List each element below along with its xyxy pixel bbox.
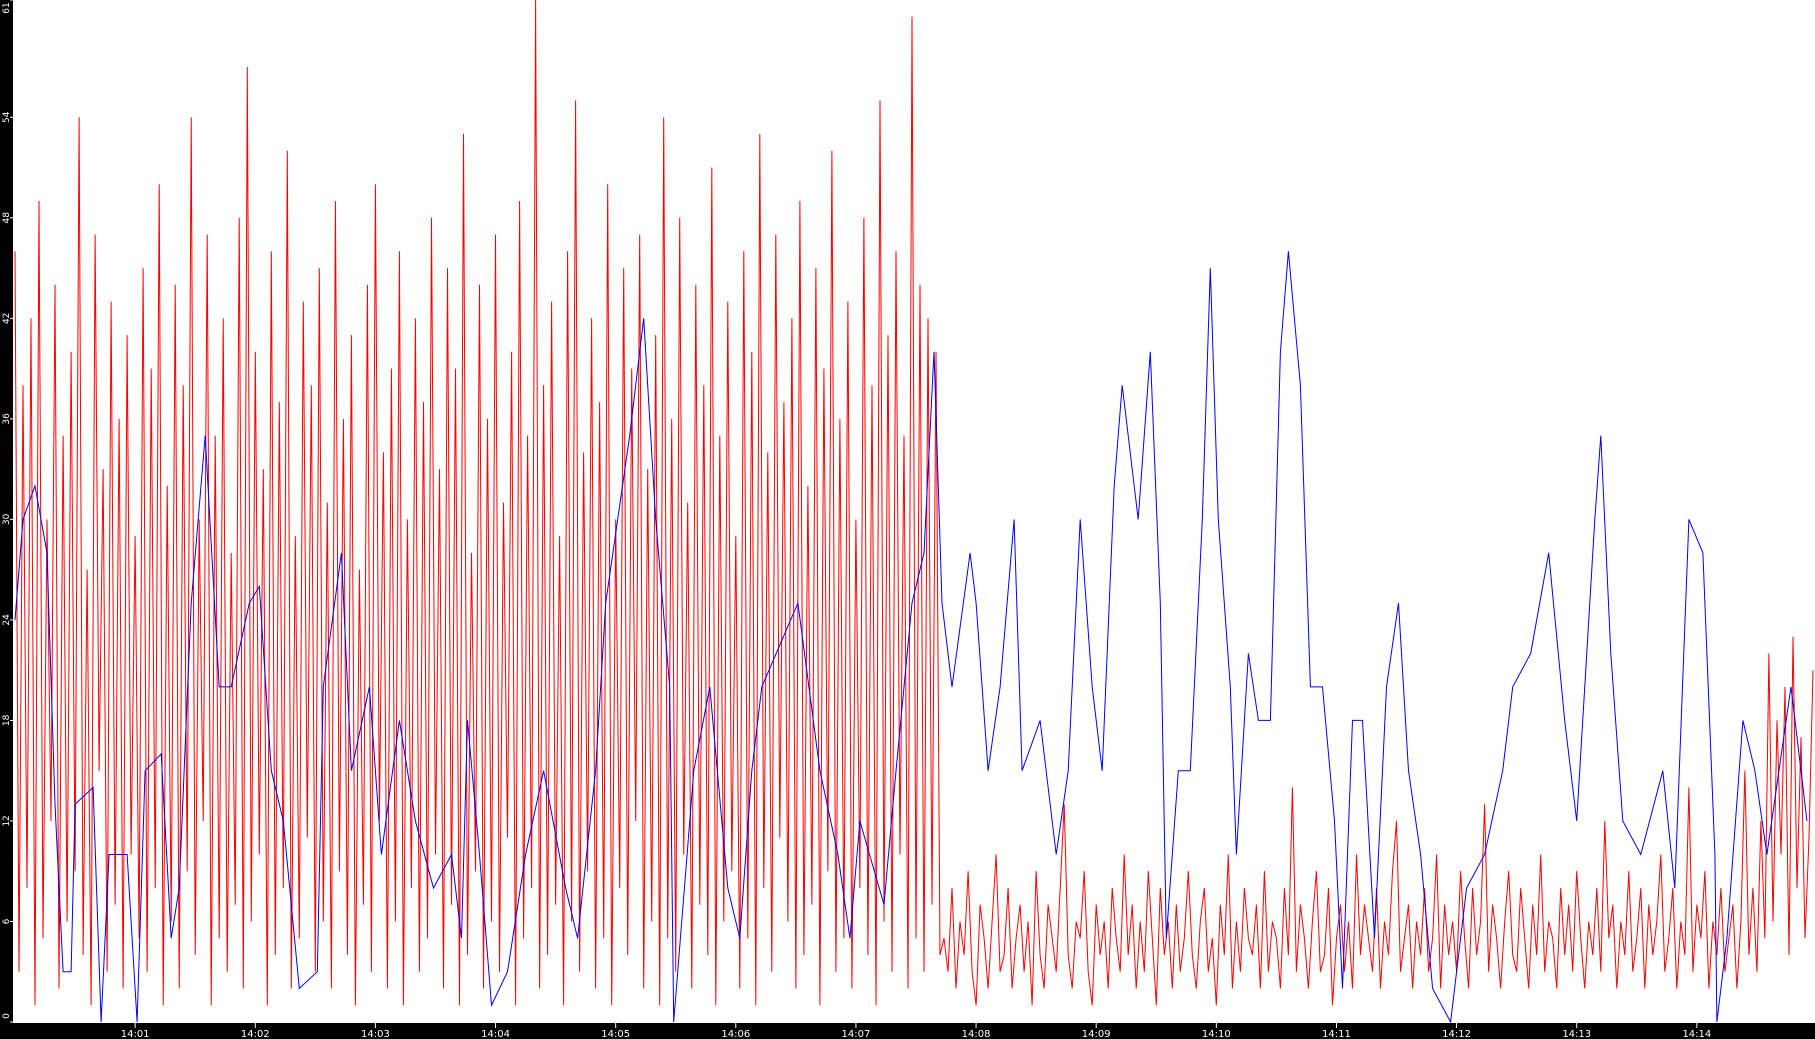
y-tick-label: 61 bbox=[2, 2, 12, 13]
x-tick-label: 14:09 bbox=[1082, 1029, 1111, 1039]
x-tick-label: 14:14 bbox=[1682, 1029, 1711, 1039]
x-tick-label: 14:10 bbox=[1202, 1029, 1231, 1039]
y-tick-label: 54 bbox=[2, 111, 12, 123]
y-axis: 0 6 12 18 24 30 36 42 48 54 61 bbox=[2, 0, 13, 1023]
x-axis: 14:01 14:02 14:03 14:04 14:05 14:06 14:07 14:08… bbox=[121, 1023, 1711, 1039]
x-tick-label: 14:07 bbox=[842, 1029, 871, 1039]
y-tick-label: 12 bbox=[2, 815, 12, 826]
blue-series-line bbox=[14, 251, 1808, 1024]
red-series-line bbox=[14, 0, 1814, 1006]
x-tick-label: 14:12 bbox=[1442, 1029, 1471, 1039]
x-axis-strip bbox=[0, 1023, 1815, 1039]
y-tick-label: 48 bbox=[2, 212, 12, 224]
x-tick-label: 14:05 bbox=[601, 1029, 630, 1039]
y-tick-label: 18 bbox=[2, 714, 12, 726]
x-tick-label: 14:02 bbox=[241, 1029, 270, 1039]
x-tick-label: 14:04 bbox=[481, 1029, 510, 1039]
y-tick-label: 42 bbox=[2, 313, 12, 324]
y-tick-label: 36 bbox=[2, 413, 12, 425]
y-tick-label: 6 bbox=[2, 918, 12, 924]
x-tick-label: 14:06 bbox=[721, 1029, 750, 1039]
y-tick-label: 24 bbox=[2, 614, 12, 626]
x-tick-label: 14:01 bbox=[121, 1029, 150, 1039]
x-tick-label: 14:08 bbox=[962, 1029, 991, 1039]
y-tick-label: 0 bbox=[2, 1013, 12, 1019]
x-tick-label: 14:13 bbox=[1562, 1029, 1591, 1039]
y-axis-strip bbox=[0, 0, 13, 1039]
x-tick-label: 14:03 bbox=[361, 1029, 390, 1039]
series-group bbox=[14, 0, 1814, 1024]
y-tick-label: 30 bbox=[2, 513, 12, 525]
x-tick-label: 14:11 bbox=[1322, 1029, 1351, 1039]
